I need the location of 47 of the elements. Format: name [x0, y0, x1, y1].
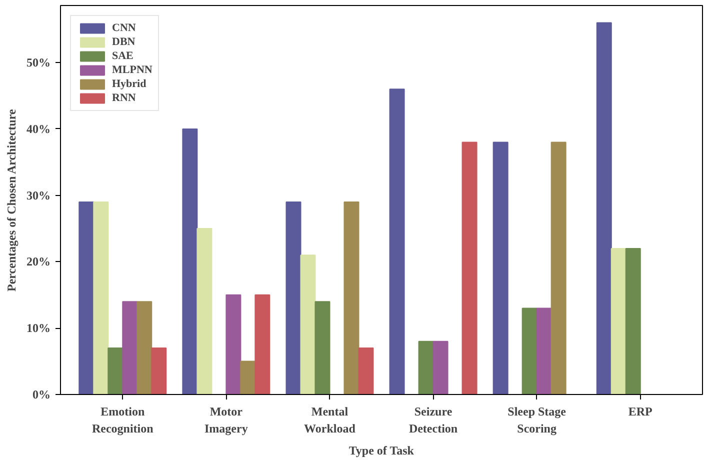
legend-label: DBN: [112, 36, 136, 48]
bar: [625, 248, 641, 394]
bar: [151, 348, 167, 394]
x-tick-label: Emotion Recognition: [92, 404, 154, 436]
bar: [93, 201, 109, 394]
bar: [122, 301, 138, 394]
bar: [286, 201, 302, 394]
bar: [536, 308, 552, 394]
bar: [254, 294, 270, 394]
bar: [196, 228, 212, 394]
bar: [432, 340, 448, 394]
legend-label: CNN: [112, 22, 136, 34]
legend-label: RNN: [112, 92, 136, 104]
bar: [418, 340, 434, 394]
legend-label: Hybrid: [112, 78, 146, 90]
x-tick-label: Seizure Detection: [408, 404, 458, 436]
y-axis-title: Percentages of Chosen Architecture: [4, 108, 18, 292]
bar: [78, 201, 94, 394]
bar: [610, 248, 626, 394]
x-axis-title: Type of Task: [348, 443, 414, 458]
bar: [344, 201, 360, 394]
bar: [522, 308, 538, 394]
bar: [300, 254, 316, 394]
legend-label: SAE: [112, 50, 134, 62]
x-tick-label: ERP: [628, 404, 652, 418]
bar: [358, 348, 374, 394]
bar: [108, 348, 124, 394]
bar: [550, 142, 566, 394]
y-tick-label: 40%: [26, 122, 50, 136]
x-tick-label: Sleep Stage Scoring: [508, 404, 567, 436]
bar: [462, 142, 478, 394]
bar: [240, 360, 256, 394]
bar: [182, 128, 198, 394]
y-tick-label: 30%: [26, 188, 50, 202]
y-tick-label: 50%: [26, 56, 50, 70]
legend-label: MLPNN: [112, 64, 152, 76]
y-tick-label: 10%: [26, 321, 50, 336]
bar: [136, 301, 152, 394]
y-tick-label: 20%: [26, 254, 50, 269]
bar: [492, 142, 508, 394]
bar: [314, 301, 330, 394]
x-tick-label: Motor Imagery: [204, 404, 248, 436]
y-tick-label: 0%: [32, 388, 50, 402]
bar: [596, 22, 612, 394]
bar: [226, 294, 242, 394]
x-tick-label: Mental Workload: [304, 404, 356, 436]
bar: [389, 88, 405, 394]
